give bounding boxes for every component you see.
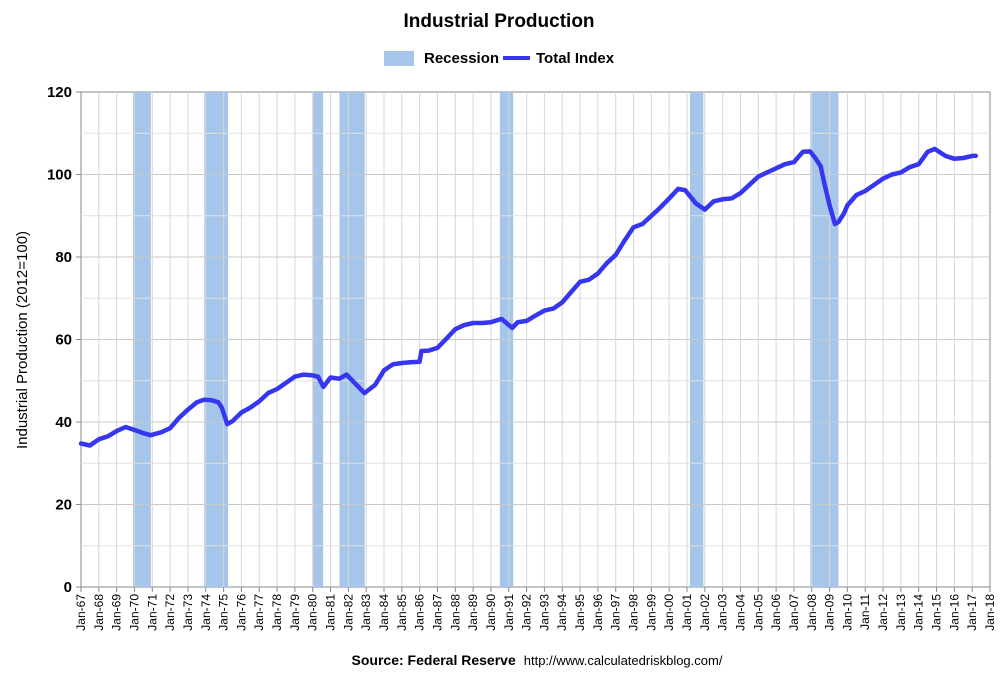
x-tick-label: Jan-68 [92, 594, 106, 631]
source-line: Source: Federal Reserve http://www.calcul… [352, 652, 723, 668]
total-index-series [78, 146, 978, 448]
x-tick-label: Jan-13 [894, 594, 908, 631]
x-tick-label: Jan-71 [145, 594, 159, 631]
x-tick-label: Jan-70 [127, 594, 141, 631]
y-tick-label: 60 [55, 332, 72, 349]
x-tick-label: Jan-75 [217, 594, 231, 631]
x-tick-label: Jan-97 [609, 594, 623, 631]
legend-recession-label: Recession [424, 50, 499, 67]
x-tick-label: Jan-82 [341, 594, 355, 631]
x-tick-label: Jan-09 [823, 594, 837, 631]
x-tick-label: Jan-79 [288, 594, 302, 631]
x-tick-label: Jan-99 [644, 594, 658, 631]
series-line-total-index [78, 146, 978, 448]
x-tick-label: Jan-90 [484, 594, 498, 631]
x-tick-label: Jan-17 [965, 594, 979, 631]
x-tick-label: Jan-84 [377, 594, 391, 631]
x-tick-label: Jan-18 [983, 594, 997, 631]
x-tick-label: Jan-89 [466, 594, 480, 631]
y-tick-label: 20 [55, 497, 72, 514]
legend-total-index-label: Total Index [536, 50, 615, 67]
x-tick-label: Jan-15 [930, 594, 944, 631]
x-tick-label: Jan-08 [805, 594, 819, 631]
y-tick-label: 80 [55, 249, 72, 266]
y-tick-label: 120 [47, 84, 72, 101]
x-tick-label: Jan-93 [537, 594, 551, 631]
x-tick-label: Jan-80 [306, 594, 320, 631]
x-tick-label: Jan-98 [627, 594, 641, 631]
legend: Recession Total Index [384, 50, 615, 67]
y-axis-ticks: 0 20 40 60 80 100 120 [47, 84, 81, 596]
x-tick-label: Jan-74 [199, 594, 213, 631]
x-tick-label: Jan-76 [234, 594, 248, 631]
x-tick-label: Jan-69 [110, 594, 124, 631]
x-tick-label: Jan-05 [751, 594, 765, 631]
y-tick-label: 100 [47, 167, 72, 184]
source-url: http://www.calculatedriskblog.com/ [524, 653, 723, 668]
source-label: Source: Federal Reserve [352, 652, 516, 668]
x-tick-label: Jan-00 [662, 594, 676, 631]
x-tick-label: Jan-06 [769, 594, 783, 631]
x-tick-label: Jan-95 [573, 594, 587, 631]
x-tick-label: Jan-14 [912, 594, 926, 631]
x-tick-label: Jan-83 [359, 594, 373, 631]
x-tick-label: Jan-91 [502, 594, 516, 631]
x-tick-label: Jan-67 [74, 594, 88, 631]
x-tick-label: Jan-72 [163, 594, 177, 631]
x-tick-label: Jan-11 [858, 594, 872, 630]
x-axis-ticks: Jan-67 Jan-68 Jan-69 Jan-70 Jan-71 Jan-72 Jan-… [74, 587, 997, 631]
x-tick-label: Jan-07 [787, 594, 801, 631]
y-tick-label: 0 [64, 579, 72, 596]
x-tick-label: Jan-01 [680, 594, 694, 631]
x-tick-label: Jan-73 [181, 594, 195, 631]
x-tick-label: Jan-94 [555, 594, 569, 631]
y-tick-label: 40 [55, 414, 72, 431]
x-tick-label: Jan-88 [448, 594, 462, 631]
legend-recession-swatch [384, 51, 414, 66]
x-tick-label: Jan-81 [324, 594, 338, 631]
x-tick-label: Jan-10 [840, 594, 854, 631]
x-tick-label: Jan-12 [876, 594, 890, 631]
x-tick-label: Jan-02 [698, 594, 712, 631]
x-tick-label: Jan-92 [520, 594, 534, 631]
x-tick-label: Jan-03 [716, 594, 730, 631]
x-tick-label: Jan-78 [270, 594, 284, 631]
x-tick-label: Jan-04 [733, 594, 747, 631]
x-tick-label: Jan-16 [947, 594, 961, 631]
y-axis-label: Industrial Production (2012=100) [14, 231, 31, 449]
chart-title: Industrial Production [403, 11, 594, 32]
x-tick-label: Jan-85 [395, 594, 409, 631]
x-tick-label: Jan-86 [413, 594, 427, 631]
x-tick-label: Jan-77 [252, 594, 266, 631]
x-tick-label: Jan-87 [430, 594, 444, 631]
x-tick-label: Jan-96 [591, 594, 605, 631]
